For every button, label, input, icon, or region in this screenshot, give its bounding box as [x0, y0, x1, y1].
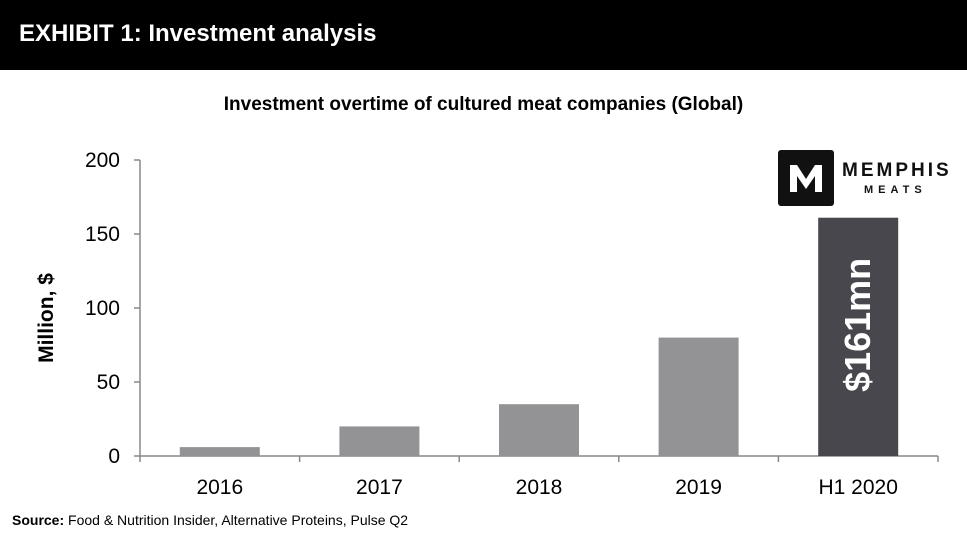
- memphis-meats-logo: MEMPHIS MEATS: [778, 150, 949, 208]
- chart-title: Investment overtime of cultured meat com…: [223, 94, 744, 115]
- source-text: Food & Nutrition Insider, Alternative Pr…: [68, 512, 409, 528]
- bar: [818, 217, 899, 456]
- bar: [499, 404, 579, 456]
- y-tick-label: 150: [85, 223, 120, 246]
- bar-annotation-label: $161mn: [837, 258, 878, 392]
- source-note: Source: Food & Nutrition Insider, Altern…: [12, 512, 408, 528]
- exhibit-header: EXHIBIT 1: Investment analysis: [0, 0, 967, 70]
- y-axis-label: Million, $: [35, 273, 58, 363]
- exhibit-title: EXHIBIT 1: Investment analysis: [19, 20, 377, 47]
- x-tick-label: H1 2020: [818, 476, 897, 499]
- bar: [658, 337, 739, 456]
- y-tick-label: 0: [108, 445, 120, 468]
- y-tick-label: 200: [85, 149, 120, 172]
- x-tick-label: 2016: [196, 476, 243, 499]
- y-tick-label: 100: [85, 297, 120, 320]
- memphis-meats-m-icon: [778, 150, 834, 206]
- bar: [339, 426, 420, 456]
- x-tick-label: 2018: [516, 476, 563, 499]
- bar: [179, 447, 260, 456]
- x-tick-label: 2017: [356, 476, 403, 499]
- logo-text-memphis: MEMPHIS: [842, 160, 952, 181]
- source-label: Source:: [12, 512, 65, 528]
- x-tick-label: 2019: [675, 476, 722, 499]
- logo-text-meats: MEATS: [864, 184, 927, 196]
- y-tick-label: 50: [97, 371, 120, 394]
